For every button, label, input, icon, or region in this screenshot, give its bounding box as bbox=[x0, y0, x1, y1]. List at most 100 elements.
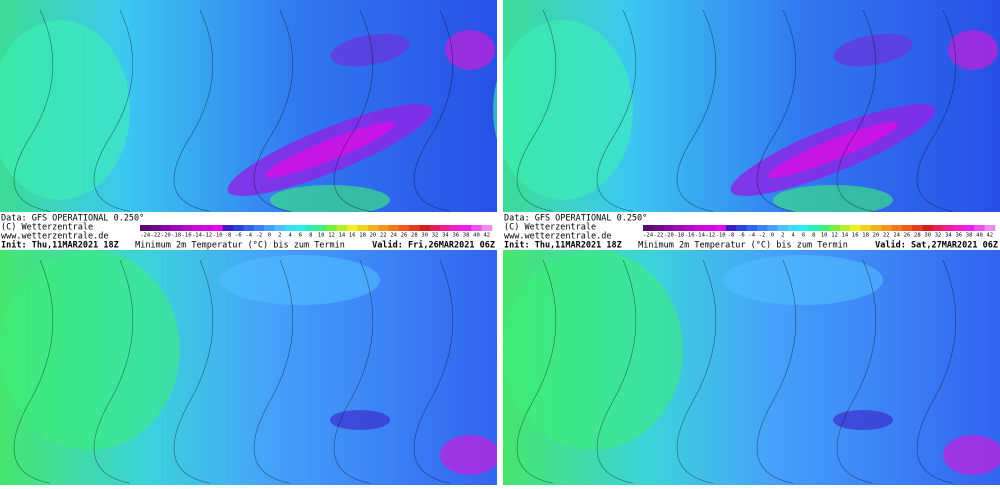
coastline bbox=[93, 259, 134, 484]
colorbar-tick-label: 20 bbox=[873, 233, 880, 239]
colorbar-tick-label: 28 bbox=[914, 233, 921, 239]
colorbar-tick-label: 0 bbox=[268, 233, 271, 239]
colorbar-cell bbox=[429, 225, 441, 231]
colorbar-cell bbox=[860, 225, 872, 231]
colorbar-cell bbox=[736, 225, 747, 231]
colorbar-tick-label: -22 bbox=[151, 233, 161, 239]
colorbar-cell bbox=[870, 225, 882, 231]
map-shading bbox=[723, 255, 883, 305]
colorbar-tick-label: -20 bbox=[161, 233, 171, 239]
colorbar-cell bbox=[974, 225, 985, 231]
map-shading bbox=[493, 20, 633, 200]
colorbar-cell bbox=[694, 225, 706, 231]
colorbar-cell bbox=[839, 225, 851, 231]
colorbar-tick-label: -24 bbox=[140, 233, 151, 239]
colorbar-tick-label: 18 bbox=[862, 233, 869, 239]
colorbar-cell bbox=[932, 225, 944, 231]
colorbar-tick-label: 12 bbox=[831, 233, 838, 239]
coastline bbox=[836, 9, 877, 212]
colorbar-tick-label: 28 bbox=[411, 233, 418, 239]
colorbar-cell bbox=[674, 225, 685, 231]
colorbar-cell bbox=[684, 225, 696, 231]
colorbar-tick-label: 18 bbox=[359, 233, 366, 239]
map-shading bbox=[270, 185, 390, 215]
colorbar-tick-label: 36 bbox=[955, 233, 962, 239]
colorbar-tick-label: 30 bbox=[421, 233, 428, 239]
colorbar-cell bbox=[715, 225, 727, 231]
colorbar-cell bbox=[953, 225, 965, 231]
colorbar-cell bbox=[787, 225, 799, 231]
colorbar-cell bbox=[326, 225, 338, 231]
coastline bbox=[676, 9, 717, 212]
colorbar-cell bbox=[140, 225, 151, 231]
map-shading bbox=[943, 435, 1000, 475]
colorbar-tick-label: -4 bbox=[748, 233, 755, 239]
coastline bbox=[596, 9, 637, 212]
colorbar-tick-label: 36 bbox=[452, 233, 459, 239]
colorbar-tick-label: 14 bbox=[842, 233, 849, 239]
colorbar-tick-label: 2 bbox=[278, 233, 281, 239]
colorbar-cell bbox=[705, 225, 716, 231]
colorbar-tick-label: -18 bbox=[171, 233, 181, 239]
colorbar-cell bbox=[460, 225, 472, 231]
colorbar-tick-label: 0 bbox=[771, 233, 774, 239]
map-shading bbox=[0, 250, 180, 450]
colorbar-cell bbox=[336, 225, 348, 231]
colorbar-cell bbox=[419, 225, 431, 231]
init-label: Init: Thu,11MAR2021 18Z bbox=[1, 240, 119, 251]
coastline bbox=[413, 9, 454, 212]
colorbar-cell bbox=[191, 225, 203, 231]
colorbar-tick-label: -10 bbox=[213, 233, 223, 239]
colorbar-cell bbox=[347, 225, 358, 231]
coastline bbox=[596, 259, 637, 484]
colorbar-tick-label: -14 bbox=[192, 233, 203, 239]
colorbar-tick-label: 8 bbox=[309, 233, 312, 239]
colorbar-cell bbox=[881, 225, 892, 231]
colorbar-cell bbox=[295, 225, 306, 231]
colorbar-tick-label: 16 bbox=[349, 233, 356, 239]
coastline bbox=[836, 259, 877, 484]
colorbar-tick-label: 26 bbox=[904, 233, 911, 239]
colorbar-tick-label: 34 bbox=[442, 233, 449, 239]
map-shading bbox=[330, 33, 410, 67]
colorbar-cell bbox=[798, 225, 809, 231]
colorbar-tick-label: 42 bbox=[484, 233, 491, 239]
colorbar-cell bbox=[922, 225, 934, 231]
colorbar-cell bbox=[378, 225, 389, 231]
colorbar-cell bbox=[746, 225, 758, 231]
colorbar-cell bbox=[284, 225, 296, 231]
source-label: Data: GFS OPERATIONAL 0.250° bbox=[1, 214, 144, 224]
colorbar-cell bbox=[222, 225, 234, 231]
colorbar-tick-label: -24 bbox=[643, 233, 654, 239]
colorbar-cell bbox=[253, 225, 265, 231]
colorbar-tick-label: 24 bbox=[390, 233, 397, 239]
colorbar-cell bbox=[481, 225, 493, 231]
colorbar-cell bbox=[150, 225, 162, 231]
coastline bbox=[13, 9, 54, 212]
colorbar-cell bbox=[767, 225, 778, 231]
map-shading bbox=[767, 122, 899, 178]
colorbar-cell bbox=[653, 225, 665, 231]
colorbar-tick-label: -22 bbox=[654, 233, 664, 239]
colorbar-cell bbox=[901, 225, 913, 231]
colorbar-cell bbox=[450, 225, 462, 231]
coastline bbox=[916, 9, 957, 212]
colorbar-cell bbox=[808, 225, 820, 231]
colorbar-cell bbox=[388, 225, 400, 231]
colorbar-tick-label: 4 bbox=[791, 233, 795, 239]
colorbar-tick-label: 6 bbox=[802, 233, 805, 239]
colorbar-tick-label: 32 bbox=[935, 233, 942, 239]
colorbar-cell bbox=[963, 225, 975, 231]
colorbar-cell bbox=[202, 225, 213, 231]
valid-label: Valid: Sat,27MAR2021 06Z bbox=[875, 240, 998, 251]
copyright-label: (C) Wetterzentrale bbox=[504, 223, 596, 233]
colorbar-cell bbox=[160, 225, 172, 231]
colorbar-tick-label: -16 bbox=[685, 233, 695, 239]
colorbar-tick-label: -6 bbox=[235, 233, 242, 239]
map-title: Minimum 2m Temperatur (°C) bis zum Termi… bbox=[135, 241, 345, 251]
colorbar-cell bbox=[316, 225, 327, 231]
colorbar-cell bbox=[398, 225, 410, 231]
colorbar-cell bbox=[274, 225, 286, 231]
coastline bbox=[756, 9, 797, 212]
url-label: www.wetterzentrale.de bbox=[504, 232, 611, 242]
